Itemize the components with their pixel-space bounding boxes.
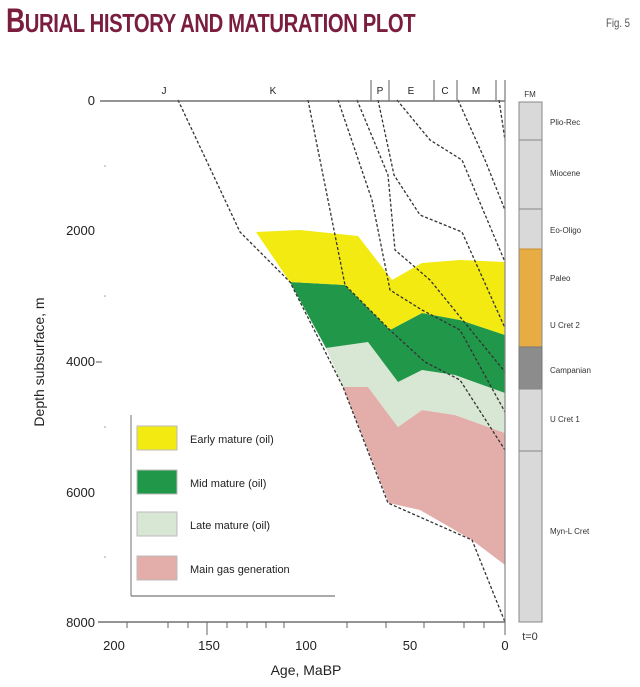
- legend: Early mature (oil) Mid mature (oil) Late…: [130, 415, 335, 597]
- title-initial: B: [6, 2, 25, 40]
- legend-item-main-gas: Main gas generation: [136, 555, 290, 581]
- x-tick-label: 50: [403, 638, 417, 653]
- formation-unit: [518, 388, 543, 452]
- x-tick-label: 0: [501, 638, 508, 653]
- zone-early-mature: [256, 230, 505, 335]
- y-tick-label: 4000: [66, 354, 95, 369]
- legend-swatch: [136, 425, 178, 451]
- y-tick-label: 2000: [66, 223, 95, 238]
- period-label: C: [441, 86, 448, 97]
- legend-swatch: [136, 469, 178, 495]
- formation-label: Miocene: [550, 169, 581, 178]
- x-axis-label: Age, MaBP: [271, 662, 342, 678]
- period-label: P: [377, 86, 384, 97]
- formation-column: FM Plio-Rec Miocene Eo-Oligo Paleo U Cre…: [518, 90, 591, 643]
- burial-curve-eo-oligo: [396, 99, 506, 263]
- burial-curve-ucret1: [307, 99, 506, 451]
- formation-unit: [518, 208, 543, 250]
- y-axis: 0 2000 4000 6000 8000 Depth subsurface, …: [31, 93, 106, 630]
- y-tick-label: 0: [88, 93, 95, 108]
- legend-swatch: [136, 511, 178, 537]
- period-label: J: [162, 86, 167, 97]
- y-axis-label: Depth subsurface, m: [31, 297, 47, 426]
- legend-swatch: [136, 555, 178, 581]
- burial-curve-paleo: [377, 99, 506, 329]
- formation-label: Campanian: [550, 366, 591, 375]
- legend-label: Late mature (oil): [190, 520, 270, 532]
- x-axis: 200 150 100 50 0 Age, MaBP: [98, 621, 509, 678]
- formation-unit: [518, 450, 543, 623]
- legend-label: Early mature (oil): [190, 434, 274, 446]
- y-tick-label: 8000: [66, 615, 95, 630]
- formation-unit: [518, 101, 543, 141]
- top-axis: J K P E C M: [100, 80, 506, 102]
- x-tick-label: 100: [295, 638, 317, 653]
- zone-main-gas: [343, 387, 505, 565]
- formation-label: Myn-L Cret: [550, 527, 590, 536]
- period-label: K: [270, 86, 277, 97]
- formation-unit: [518, 346, 543, 390]
- burial-curve-miocene: [457, 99, 506, 211]
- formation-header: FM: [524, 90, 536, 99]
- x-tick-label: 150: [198, 638, 220, 653]
- legend-label: Mid mature (oil): [190, 478, 266, 490]
- maturity-zones: [256, 230, 505, 565]
- burial-curves: [177, 99, 506, 623]
- formation-label: Plio-Rec: [550, 118, 580, 127]
- formation-label: Paleo: [550, 274, 571, 283]
- y-tick-label: 6000: [66, 485, 95, 500]
- zone-late-mature: [326, 342, 505, 433]
- legend-item-late-mature: Late mature (oil): [136, 511, 270, 537]
- burial-curve-myn-lcret: [177, 99, 506, 623]
- formation-footer: t=0: [522, 631, 538, 643]
- burial-curve-campanian: [337, 99, 506, 413]
- formation-label: U Cret 2: [550, 321, 580, 330]
- burial-curve-ucret2: [356, 99, 506, 373]
- legend-item-early-mature: Early mature (oil): [136, 425, 274, 451]
- burial-curve-plio-rec: [498, 99, 506, 141]
- formation-label: Eo-Oligo: [550, 226, 582, 235]
- legend-item-mid-mature: Mid mature (oil): [136, 469, 266, 495]
- formation-unit: [518, 139, 543, 210]
- figure-label: Fig. 5: [605, 16, 630, 30]
- period-label: E: [408, 86, 415, 97]
- formation-label: U Cret 1: [550, 415, 580, 424]
- legend-label: Main gas generation: [190, 564, 290, 576]
- x-tick-label: 200: [103, 638, 125, 653]
- formation-unit: [518, 248, 543, 348]
- period-label: M: [472, 86, 480, 97]
- chart-title: BURIAL HISTORY AND MATURATION PLOT: [6, 2, 416, 41]
- title-rest: URIAL HISTORY AND MATURATION PLOT: [24, 8, 416, 38]
